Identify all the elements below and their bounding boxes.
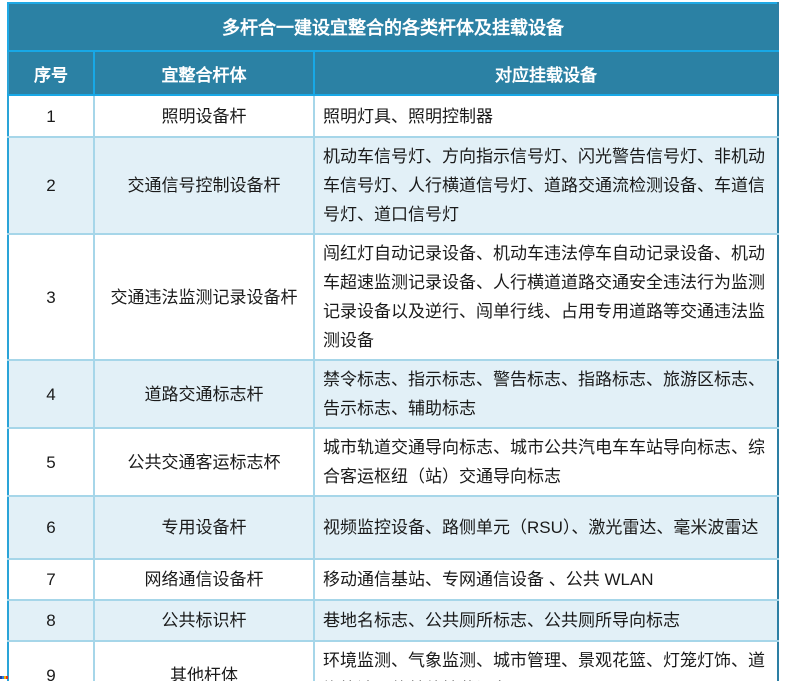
- row-pole: 其他杆体: [93, 640, 315, 681]
- row-no: 8: [7, 599, 95, 642]
- row-devices: 禁令标志、指示标志、警告标志、指路标志、旅游区标志、告示标志、辅助标志: [312, 359, 780, 429]
- row-devices: 闯红灯自动记录设备、机动车违法停车自动记录设备、机动车超速监测记录设备、人行横道…: [312, 233, 780, 361]
- table-row: 4 道路交通标志杆 禁令标志、指示标志、警告标志、指路标志、旅游区标志、告示标志…: [7, 359, 780, 429]
- row-devices: 照明灯具、照明控制器: [312, 94, 780, 138]
- pole-equipment-table: 多杆合一建设宜整合的各类杆体及挂载设备 序号 宜整合杆体 对应挂载设备 1 照明…: [6, 2, 780, 681]
- row-devices: 环境监测、气象监测、城市管理、景观花篮、灯笼灯饰、道旗等涉及的其他挂载设备: [312, 640, 780, 681]
- table-row: 9 其他杆体 环境监测、气象监测、城市管理、景观花篮、灯笼灯饰、道旗等涉及的其他…: [7, 640, 780, 681]
- row-pole: 交通信号控制设备杆: [93, 136, 315, 235]
- table-row: 5 公共交通客运标志杯 城市轨道交通导向标志、城市公共汽电车车站导向标志、综合客…: [7, 427, 780, 497]
- row-no: 5: [7, 427, 95, 497]
- row-devices: 城市轨道交通导向标志、城市公共汽电车车站导向标志、综合客运枢纽（站）交通导向标志: [312, 427, 780, 497]
- column-header-pole: 宜整合杆体: [93, 50, 315, 96]
- row-no: 2: [7, 136, 95, 235]
- row-devices: 巷地名标志、公共厕所标志、公共厕所导向标志: [312, 599, 780, 642]
- row-devices: 机动车信号灯、方向指示信号灯、闪光警告信号灯、非机动车信号灯、人行横道信号灯、道…: [312, 136, 780, 235]
- table-row: 3 交通违法监测记录设备杆 闯红灯自动记录设备、机动车违法停车自动记录设备、机动…: [7, 233, 780, 361]
- table-row: 2 交通信号控制设备杆 机动车信号灯、方向指示信号灯、闪光警告信号灯、非机动车信…: [7, 136, 780, 235]
- table-title: 多杆合一建设宜整合的各类杆体及挂载设备: [6, 2, 780, 52]
- row-no: 7: [7, 558, 95, 601]
- screen-edge-artifact: [0, 676, 8, 679]
- row-no: 4: [7, 359, 95, 429]
- row-no: 1: [7, 94, 95, 138]
- row-devices: 移动通信基站、专网通信设备 、公共 WLAN: [312, 558, 780, 601]
- row-pole: 公共标识杆: [93, 599, 315, 642]
- column-header-no: 序号: [7, 50, 95, 96]
- table-row: 7 网络通信设备杆 移动通信基站、专网通信设备 、公共 WLAN: [7, 558, 780, 601]
- row-no: 3: [7, 233, 95, 361]
- row-pole: 照明设备杆: [93, 94, 315, 138]
- column-header-devices: 对应挂载设备: [312, 50, 780, 96]
- row-pole: 网络通信设备杆: [93, 558, 315, 601]
- row-pole: 道路交通标志杆: [93, 359, 315, 429]
- row-pole: 公共交通客运标志杯: [93, 427, 315, 497]
- table-header-row: 序号 宜整合杆体 对应挂载设备: [7, 50, 780, 96]
- row-pole: 专用设备杆: [93, 495, 315, 560]
- table-title-row: 多杆合一建设宜整合的各类杆体及挂载设备: [6, 2, 780, 52]
- row-no: 9: [7, 640, 95, 681]
- table-row: 8 公共标识杆 巷地名标志、公共厕所标志、公共厕所导向标志: [7, 599, 780, 642]
- table-row: 1 照明设备杆 照明灯具、照明控制器: [7, 94, 780, 138]
- table-row: 6 专用设备杆 视频监控设备、路侧单元（RSU）、激光雷达、毫米波雷达: [7, 495, 780, 560]
- row-pole: 交通违法监测记录设备杆: [93, 233, 315, 361]
- row-devices: 视频监控设备、路侧单元（RSU）、激光雷达、毫米波雷达: [312, 495, 780, 560]
- row-no: 6: [7, 495, 95, 560]
